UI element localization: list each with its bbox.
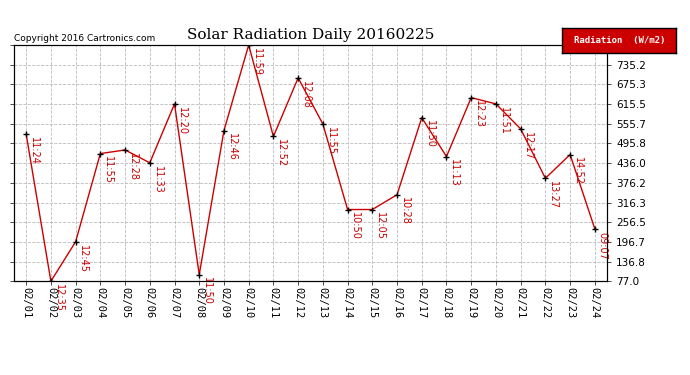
Text: 12:08: 12:08 xyxy=(301,81,311,108)
Text: 12:17: 12:17 xyxy=(524,132,533,160)
Text: 12:28: 12:28 xyxy=(128,153,138,181)
Text: Copyright 2016 Cartronics.com: Copyright 2016 Cartronics.com xyxy=(14,34,155,43)
Text: 11:50: 11:50 xyxy=(202,278,212,305)
Text: 11:13: 11:13 xyxy=(449,159,460,187)
Text: 11:24: 11:24 xyxy=(29,137,39,165)
Title: Solar Radiation Daily 20160225: Solar Radiation Daily 20160225 xyxy=(187,28,434,42)
Text: 12:46: 12:46 xyxy=(227,134,237,161)
Text: 12:05: 12:05 xyxy=(375,212,385,240)
Text: Radiation  (W/m2): Radiation (W/m2) xyxy=(573,36,665,45)
Text: 11:50: 11:50 xyxy=(424,120,435,148)
Text: 12:23: 12:23 xyxy=(474,100,484,128)
Text: 13:27: 13:27 xyxy=(548,181,558,209)
Text: 12:35: 12:35 xyxy=(54,284,63,312)
Text: 11:55: 11:55 xyxy=(326,127,335,155)
Text: 09:07: 09:07 xyxy=(598,232,608,260)
Text: 11:55: 11:55 xyxy=(103,156,113,184)
Text: 12:52: 12:52 xyxy=(276,139,286,167)
Text: 12:45: 12:45 xyxy=(79,244,88,273)
Text: 11:51: 11:51 xyxy=(499,106,509,135)
Text: 12:20: 12:20 xyxy=(177,106,187,135)
Text: 14:52: 14:52 xyxy=(573,158,583,185)
Text: 10:28: 10:28 xyxy=(400,198,410,225)
Text: 11:33: 11:33 xyxy=(152,166,163,194)
Text: 10:50: 10:50 xyxy=(351,212,360,240)
Text: 11:59: 11:59 xyxy=(251,48,262,76)
